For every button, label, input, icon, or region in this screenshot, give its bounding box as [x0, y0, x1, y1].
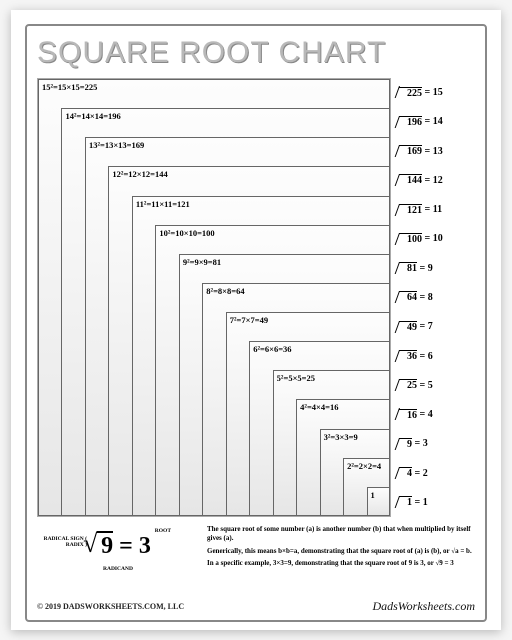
root-value: = 13 — [422, 146, 443, 157]
radicand-value: 121 — [399, 204, 422, 216]
root-row-6: 36 = 6 — [399, 341, 475, 370]
copyright-text: © 2019 DADSWORKSHEETS.COM, LLC — [37, 602, 184, 611]
root-row-13: 169 = 13 — [399, 137, 475, 166]
radicand-value: 4 — [399, 467, 412, 479]
radicand-value: 49 — [399, 321, 417, 333]
radicand-value: 64 — [399, 291, 417, 303]
radicand-value: 1 — [399, 496, 412, 508]
root-value: = 3 — [412, 438, 428, 449]
root-row-14: 196 = 14 — [399, 107, 475, 136]
root-value: = 9 — [417, 263, 433, 274]
description-p1: The square root of some number (a) is an… — [207, 525, 475, 544]
bottom-section: RADICAL SIGN ( RADIX ) ROOT RADICAND 9 =… — [37, 525, 475, 595]
worksheet-page: SQUARE ROOT CHART 15²=15×15=22514²=14×14… — [11, 10, 501, 630]
root-row-3: 9 = 3 — [399, 429, 475, 458]
radicand-value: 16 — [399, 409, 417, 421]
notation-example: RADICAL SIGN ( RADIX ) ROOT RADICAND 9 =… — [37, 525, 197, 560]
square-roots-column: 225 = 15196 = 14169 = 13144 = 12121 = 11… — [399, 78, 475, 517]
example-radicand: 9 — [101, 533, 113, 559]
radicand-value: 169 — [399, 145, 422, 157]
radicand-value: 196 — [399, 116, 422, 128]
root-row-9: 81 = 9 — [399, 254, 475, 283]
root-row-4: 16 = 4 — [399, 400, 475, 429]
root-value: = 1 — [412, 497, 428, 508]
page-footer: © 2019 DADSWORKSHEETS.COM, LLC DadsWorks… — [37, 599, 475, 614]
root-row-15: 225 = 15 — [399, 78, 475, 107]
root-row-1: 1 = 1 — [399, 488, 475, 517]
equals-sign: = — [119, 533, 139, 559]
staircase-chart: 15²=15×15=22514²=14×14=19613²=13×13=1691… — [37, 78, 391, 517]
root-value: = 14 — [422, 116, 443, 127]
content-frame: SQUARE ROOT CHART 15²=15×15=22514²=14×14… — [25, 24, 487, 622]
label-radical-sign: RADICAL SIGN ( RADIX ) — [41, 537, 87, 548]
example-root-value: 3 — [139, 533, 151, 559]
root-row-5: 25 = 5 — [399, 371, 475, 400]
brand-text: DadsWorksheets.com — [372, 599, 475, 614]
radicand-value: 36 — [399, 350, 417, 362]
root-value: = 11 — [422, 204, 442, 215]
radicand-value: 81 — [399, 262, 417, 274]
description-p3: In a specific example, 3×3=9, demonstrat… — [207, 559, 475, 568]
root-value: = 10 — [422, 233, 443, 244]
label-root: ROOT — [155, 529, 171, 535]
root-row-2: 4 = 2 — [399, 458, 475, 487]
label-radicand: RADICAND — [103, 567, 133, 573]
root-row-7: 49 = 7 — [399, 312, 475, 341]
root-value: = 2 — [412, 468, 428, 479]
description-p2: Generically, this means b×b=a, demonstra… — [207, 547, 475, 556]
root-value: = 15 — [422, 87, 443, 98]
root-row-11: 121 = 11 — [399, 195, 475, 224]
radicand-value: 9 — [399, 438, 412, 450]
root-row-12: 144 = 12 — [399, 166, 475, 195]
root-value: = 7 — [417, 321, 433, 332]
radicand-value: 25 — [399, 379, 417, 391]
root-value: = 8 — [417, 292, 433, 303]
description-text: The square root of some number (a) is an… — [207, 525, 475, 572]
radicand-value: 144 — [399, 174, 422, 186]
root-value: = 4 — [417, 409, 433, 420]
step-square-1: 1 — [367, 487, 390, 516]
root-value: = 5 — [417, 380, 433, 391]
root-row-8: 64 = 8 — [399, 283, 475, 312]
radicand-value: 225 — [399, 87, 422, 99]
radicand-value: 100 — [399, 233, 422, 245]
root-value: = 12 — [422, 175, 443, 186]
chart-area: 15²=15×15=22514²=14×14=19613²=13×13=1691… — [37, 78, 475, 517]
page-title: SQUARE ROOT CHART — [37, 36, 475, 70]
root-value: = 6 — [417, 351, 433, 362]
root-row-10: 100 = 10 — [399, 224, 475, 253]
